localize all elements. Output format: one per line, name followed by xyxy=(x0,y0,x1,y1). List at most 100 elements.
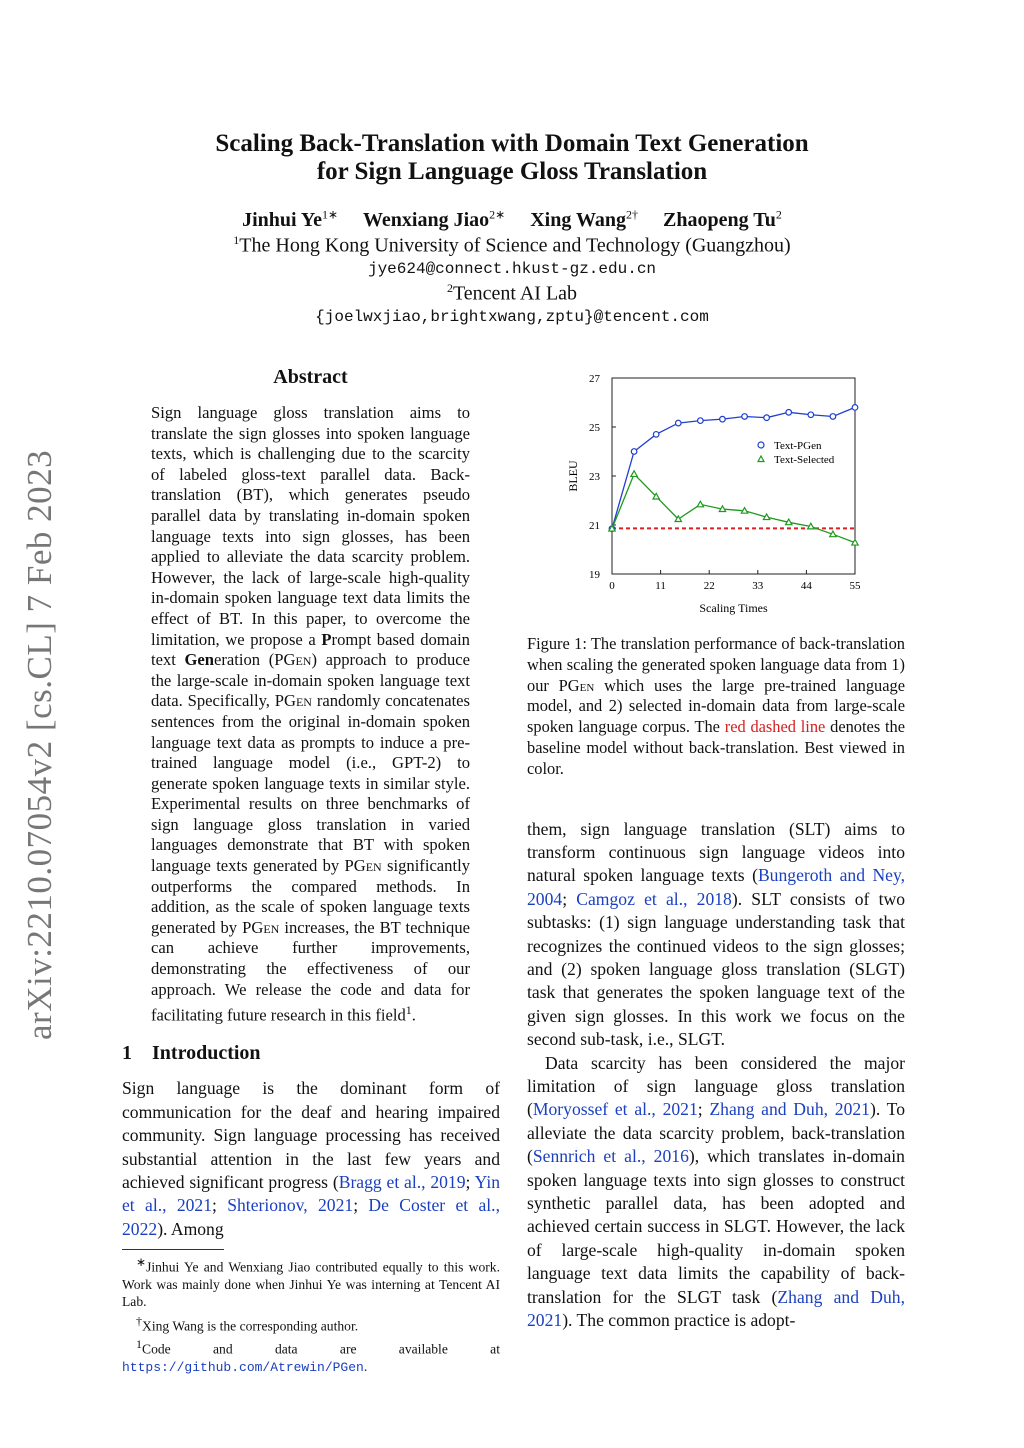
text-span: ; xyxy=(353,1195,369,1216)
citation-link[interactable]: Yin et al., 2021 xyxy=(122,1171,501,1216)
data-point xyxy=(828,529,838,538)
y-tick-label: 25 xyxy=(589,422,601,434)
citation-link[interactable]: https://github.com/Atrewin/PGen xyxy=(122,1359,364,1375)
data-point xyxy=(807,411,815,419)
data-point xyxy=(629,469,639,478)
text-span: ). To alleviate the data scarcity proble… xyxy=(527,1099,905,1167)
author: Jinhui Ye1∗ xyxy=(242,207,339,231)
data-point xyxy=(740,506,749,514)
data-point xyxy=(785,408,793,416)
footnote: ∗Jinhui Ye and Wenxiang Jiao contributed… xyxy=(122,1254,500,1310)
text-span: significantly outperforms the compared m… xyxy=(151,856,470,937)
author: Xing Wang2† xyxy=(530,207,639,231)
legend-label: Text-Selected xyxy=(774,454,835,466)
data-point xyxy=(696,500,705,508)
text-span: PGen xyxy=(242,917,280,937)
intro-paragraph-3: Data scarcity has been considered the ma… xyxy=(527,1052,905,1333)
text-span: ). Among xyxy=(157,1218,224,1239)
data-point xyxy=(651,492,661,500)
x-tick-label: 11 xyxy=(655,580,666,592)
legend-marker xyxy=(756,454,766,463)
data-point xyxy=(763,414,771,422)
text-span: Sign language is the dominant form of co… xyxy=(122,1078,500,1192)
citation-link[interactable]: Shterionov, 2021 xyxy=(227,1195,354,1216)
footnote: †Xing Wang is the corresponding author. xyxy=(122,1313,500,1335)
text-span: . xyxy=(411,1005,416,1025)
text-span: PGen xyxy=(344,856,382,876)
data-point xyxy=(719,415,726,423)
text-span: Xing Wang is the corresponding author. xyxy=(142,1318,359,1334)
data-point xyxy=(829,413,837,420)
left-column: Abstract Sign language gloss translation… xyxy=(122,366,500,1376)
author: Zhaopeng Tu2 xyxy=(663,207,782,231)
data-point xyxy=(741,413,748,420)
text-span: P xyxy=(321,629,332,649)
introduction-section: 1 Introduction Sign language is the domi… xyxy=(122,1042,500,1241)
text-span: PGen xyxy=(274,650,312,670)
legend-label: Text-PGen xyxy=(774,440,822,452)
abstract-heading: Abstract xyxy=(273,366,348,388)
email-2: {joelwxjiao,brightxwang,zptu}@tencent.co… xyxy=(315,308,709,326)
citation-link[interactable]: Sennrich et al., 2016 xyxy=(532,1146,689,1167)
series-line-text-pgen xyxy=(611,406,856,529)
text-span: ). The common practice is adopt- xyxy=(562,1310,796,1331)
data-point xyxy=(674,514,683,523)
text-span: eration ( xyxy=(214,650,275,670)
data-point xyxy=(851,404,859,411)
data-point xyxy=(784,517,793,526)
section-heading: 1 Introduction xyxy=(122,1042,261,1065)
legend-marker xyxy=(757,441,765,449)
text-span: . xyxy=(363,1358,368,1374)
footnote-divider xyxy=(122,1249,224,1251)
right-column-text: them, sign language translation (SLT) ai… xyxy=(527,818,905,1333)
data-point xyxy=(674,419,682,427)
x-tick-label: 0 xyxy=(609,580,615,592)
text-span: ; xyxy=(562,888,577,909)
text-span: PGen xyxy=(274,691,312,711)
citation-link[interactable]: De Coster et al., 2022 xyxy=(122,1195,500,1239)
text-span: Code and data are available at xyxy=(142,1341,500,1357)
y-tick-label: 19 xyxy=(589,569,601,581)
citation-link[interactable]: Bungeroth and Ney, 2004 xyxy=(527,865,906,909)
citation-link[interactable]: Zhang and Duh, 2021 xyxy=(709,1099,870,1120)
bleu-line-chart: 0 11 22 33 44 55 19 21 23 25 27 Scaling Times BLEU Te… xyxy=(566,373,861,615)
footnote-marker: 1 xyxy=(136,1337,142,1352)
footnote-marker: 1 xyxy=(405,1003,412,1018)
right-column: Figure 1: The translation performance of… xyxy=(527,634,905,1333)
y-tick-label: 27 xyxy=(589,373,601,385)
affiliation-1: 1The Hong Kong University of Science and… xyxy=(233,233,791,257)
affiliation-2: 2Tencent AI Lab xyxy=(446,281,578,305)
text-span: ) approach to produce the large-scale in… xyxy=(151,650,470,711)
author-list: Jinhui Ye1∗ Wenxiang Jiao2∗ Xing Wang2† … xyxy=(0,207,1024,232)
author: Wenxiang Jiao2∗ xyxy=(363,207,506,231)
data-point xyxy=(630,448,638,455)
y-tick-label: 23 xyxy=(589,471,601,483)
text-span: rompt based domain text xyxy=(151,629,470,670)
text-span: ). SLT consists of two subtasks: (1) sig… xyxy=(527,888,905,1050)
citation-link[interactable]: Camgoz et al., 2018 xyxy=(576,888,732,909)
paper-title: Scaling Back-Translation with Domain Tex… xyxy=(215,130,809,185)
abstract-text: Sign language gloss translation aims to … xyxy=(151,403,470,1026)
text-span: Jinhui Ye and Wenxiang Jiao contributed … xyxy=(122,1259,500,1309)
email-1: jye624@connect.hkust-gz.edu.cn xyxy=(367,260,657,278)
text-span: Data scarcity has been considered the ma… xyxy=(527,1052,905,1120)
text-span: ; xyxy=(212,1195,228,1216)
y-tick-label: 21 xyxy=(589,520,600,532)
x-axis-label: Scaling Times xyxy=(699,601,768,615)
footnotes: ∗Jinhui Ye and Wenxiang Jiao contributed… xyxy=(122,1254,500,1376)
data-point xyxy=(718,504,727,513)
footnote-marker: † xyxy=(136,1313,142,1328)
arxiv-identifier: arXiv:2210.07054v2 [cs.CL] 7 Feb 2023 xyxy=(20,449,59,1040)
text-span: PGen xyxy=(558,675,595,695)
x-tick-label: 22 xyxy=(704,580,715,592)
data-point xyxy=(652,430,660,438)
citation-link[interactable]: Zhang and Duh, 2021 xyxy=(527,1286,905,1331)
data-point xyxy=(850,538,860,546)
text-span: ), which translates in-domain spoken lan… xyxy=(527,1146,905,1307)
citation-link[interactable]: Bragg et al., 2019 xyxy=(338,1171,466,1192)
intro-paragraph-2: them, sign language translation (SLT) ai… xyxy=(527,818,905,1052)
citation-link[interactable]: Moryossef et al., 2021 xyxy=(532,1099,698,1120)
text-span: red dashed line xyxy=(724,717,826,737)
text-span: Sign language gloss translation aims to … xyxy=(151,403,470,649)
text-span: Figure 1: The translation performance of… xyxy=(527,634,905,695)
